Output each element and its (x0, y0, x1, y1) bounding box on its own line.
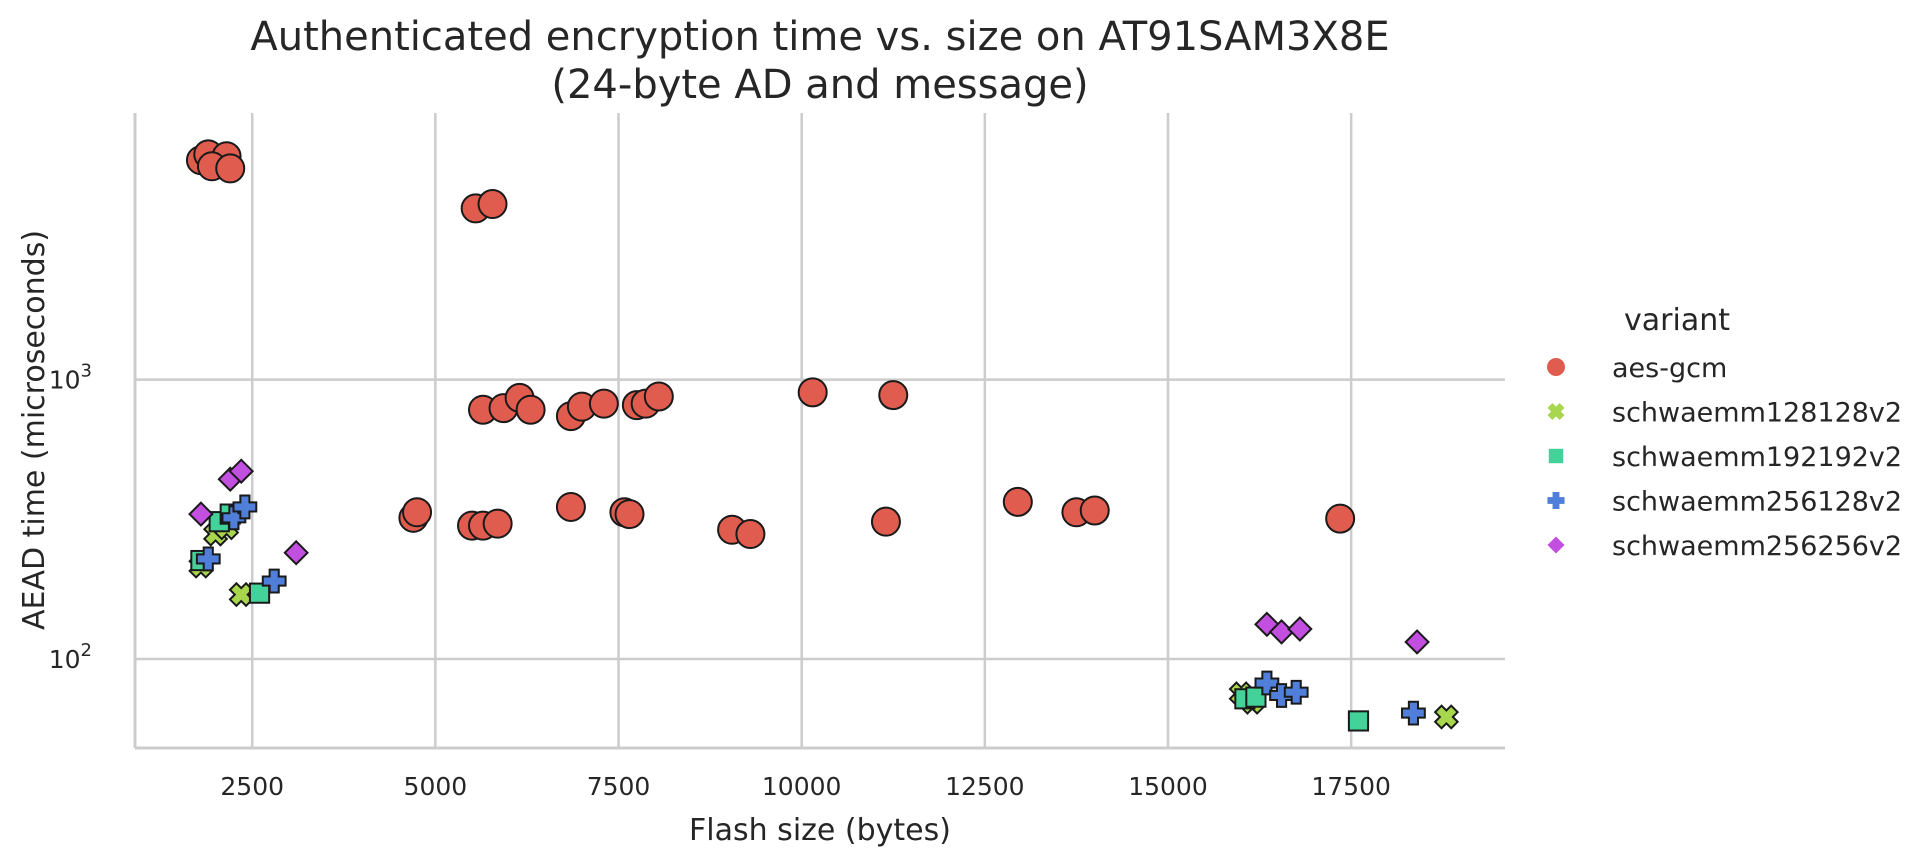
schwaemm256128v2-point (261, 568, 287, 594)
chart-title-line2: (24-byte AD and message) (551, 62, 1088, 108)
legend-label-schwaemm128128v2: schwaemm128128v2 (1612, 398, 1902, 429)
y-tick-label: 103 (49, 361, 92, 395)
aes-gcm-point (643, 381, 674, 412)
legend-title: variant (1624, 303, 1730, 338)
schwaemm256128v2-point (221, 505, 247, 531)
aes-gcm-point (735, 519, 766, 550)
aes-gcm-point (402, 497, 433, 528)
legend-marker-schwaemm256128v2 (1547, 491, 1565, 510)
schwaemm256128v2-point (195, 546, 221, 572)
grid-layer (135, 113, 1505, 748)
legend-marker-aes-gcm (1547, 358, 1565, 376)
aes-gcm-point (1325, 503, 1356, 534)
points-layer (185, 139, 1460, 732)
schwaemm256256v2-point (188, 501, 214, 527)
schwaemm256256v2-point (283, 539, 309, 566)
legend-label-schwaemm256256v2: schwaemm256256v2 (1612, 531, 1902, 562)
y-tick-label: 102 (49, 640, 92, 674)
aes-gcm-point (870, 506, 901, 537)
legend-label-schwaemm256128v2: schwaemm256128v2 (1612, 487, 1902, 518)
schwaemm192192v2-point (1347, 710, 1370, 732)
aes-gcm-point (614, 499, 645, 530)
aes-gcm-point (878, 380, 909, 411)
legend-label-schwaemm192192v2: schwaemm192192v2 (1612, 442, 1902, 473)
x-tick-label: 5000 (404, 772, 468, 801)
x-tick-label: 12500 (945, 772, 1025, 801)
schwaemm256128v2-point (1283, 679, 1309, 705)
chart-title-line1: Authenticated encryption time vs. size o… (250, 14, 1389, 60)
y-tick-labels: 102 103 (49, 361, 92, 674)
x-tick-label: 17500 (1311, 772, 1391, 801)
x-tick-label: 7500 (587, 772, 651, 801)
legend-marker-schwaemm128128v2 (1547, 403, 1565, 420)
aes-gcm-point (797, 377, 828, 408)
legend-marker-schwaemm256256v2 (1547, 536, 1565, 554)
legend-items: aes-gcm schwaemm128128v2 schwaemm192192v2 s… (1547, 353, 1902, 562)
aes-gcm-point (515, 394, 546, 425)
schwaemm256256v2-point (1287, 616, 1313, 642)
aes-gcm-point (588, 388, 619, 419)
y-axis-label: AEAD time (microseconds) (17, 230, 52, 630)
legend: variant aes-gcm schwaemm128128v2 schwaemm1… (1547, 303, 1902, 562)
schwaemm256128v2-point (232, 494, 258, 520)
schwaemm128128v2-point (1433, 704, 1460, 730)
aes-gcm-point (1079, 495, 1110, 526)
x-tick-label: 10000 (762, 772, 842, 801)
aes-gcm-point (477, 189, 508, 220)
x-axis-label: Flash size (bytes) (689, 813, 951, 848)
aes-gcm-point (482, 508, 513, 539)
schwaemm256128v2-point (1401, 700, 1426, 726)
schwaemm256256v2-point (228, 458, 255, 485)
legend-label-aes-gcm: aes-gcm (1612, 353, 1727, 384)
x-tick-label: 2500 (220, 772, 284, 801)
x-tick-labels: 2500 5000 7500 10000 12500 15000 17500 (220, 772, 1391, 801)
aes-gcm-point (1002, 486, 1033, 517)
schwaemm256256v2-point (1404, 629, 1430, 655)
aes-gcm-point (215, 153, 246, 184)
legend-marker-schwaemm192192v2 (1548, 448, 1564, 464)
x-tick-label: 15000 (1128, 772, 1208, 801)
aes-gcm-point (555, 491, 586, 522)
schwaemm128128v2-point (228, 581, 254, 608)
